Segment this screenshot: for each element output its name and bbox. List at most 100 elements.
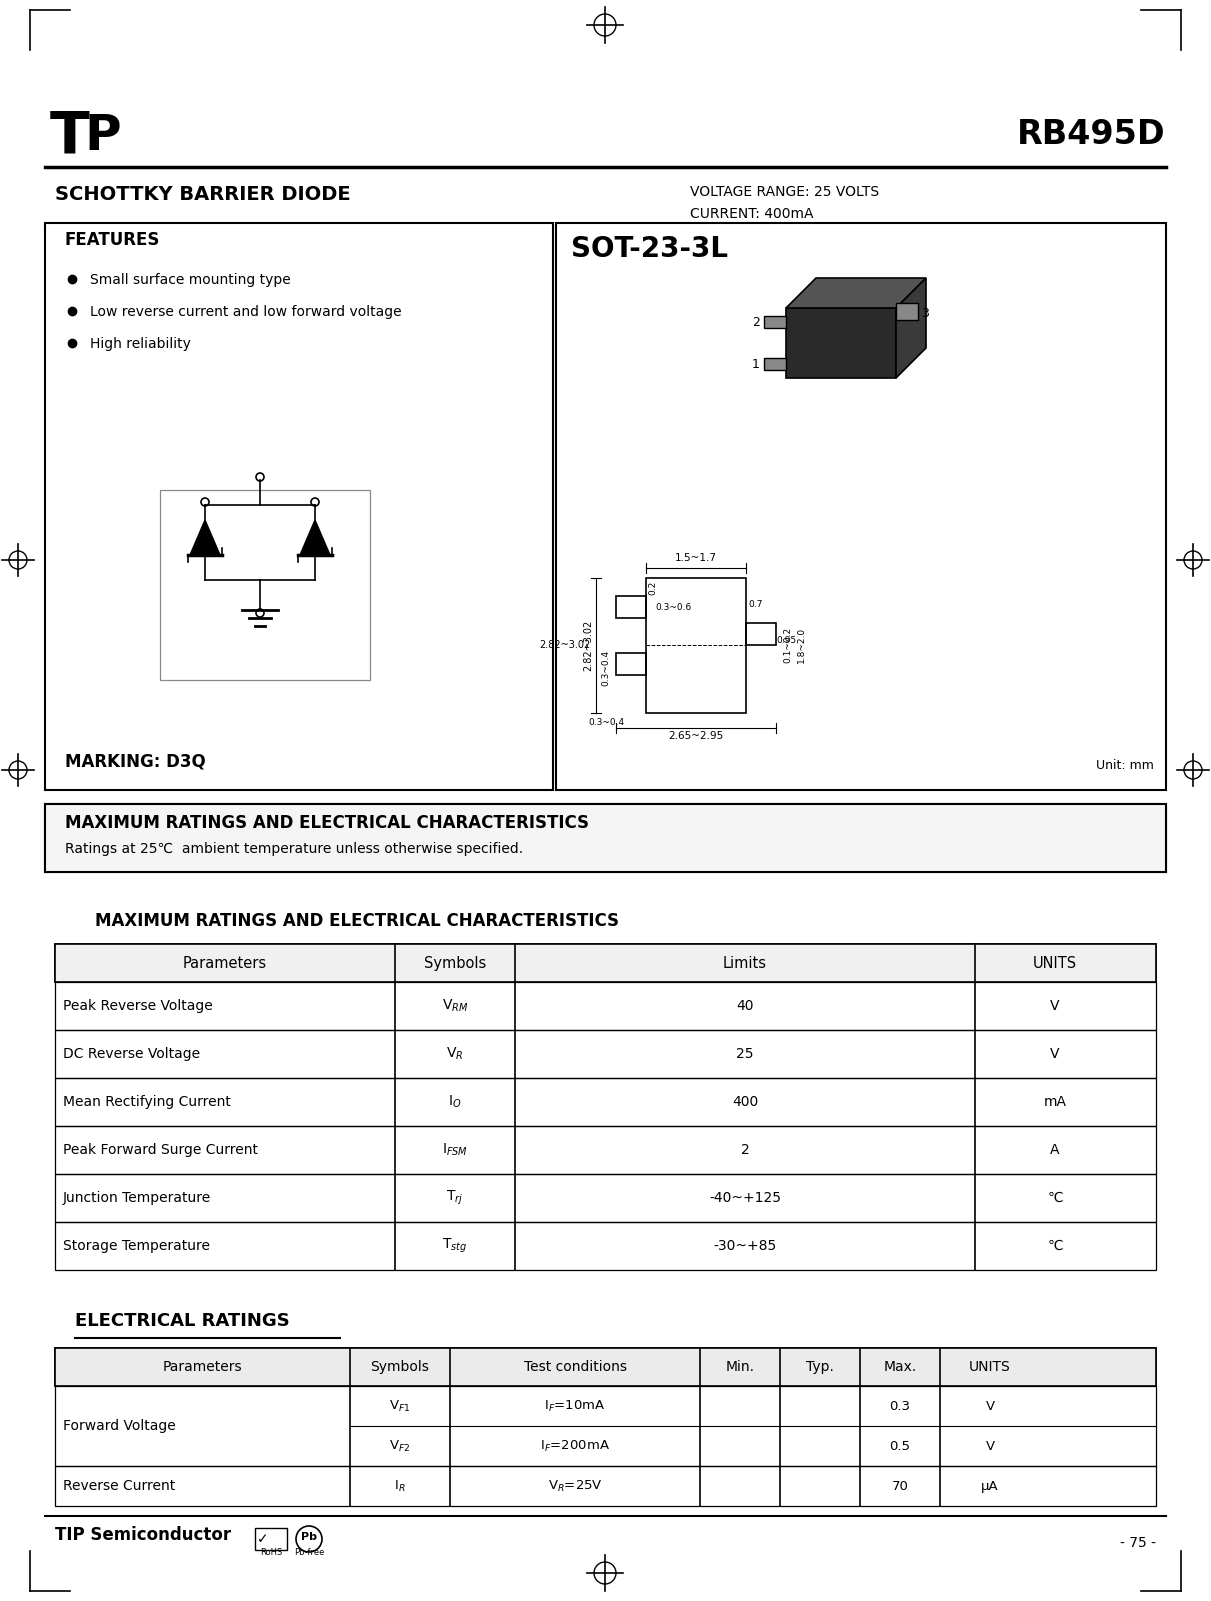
- Text: VOLTAGE RANGE: 25 VOLTS: VOLTAGE RANGE: 25 VOLTS: [690, 186, 879, 199]
- Text: V$_{R}$: V$_{R}$: [447, 1045, 464, 1061]
- Text: 1.5~1.7: 1.5~1.7: [675, 552, 717, 564]
- Polygon shape: [190, 520, 220, 556]
- Bar: [54, 1174, 1157, 1222]
- Bar: [54, 1348, 1157, 1386]
- Bar: [556, 223, 1166, 789]
- Text: Test conditions: Test conditions: [523, 1359, 626, 1374]
- Text: V: V: [1050, 999, 1060, 1013]
- Text: 0.3~0.4: 0.3~0.4: [587, 717, 624, 727]
- Text: UNITS: UNITS: [969, 1359, 1011, 1374]
- Text: RoHS: RoHS: [260, 1548, 282, 1558]
- Text: DC Reverse Voltage: DC Reverse Voltage: [63, 1047, 200, 1061]
- Text: SCHOTTKY BARRIER DIODE: SCHOTTKY BARRIER DIODE: [54, 186, 351, 203]
- Bar: [45, 223, 553, 789]
- Bar: [616, 653, 645, 676]
- Text: MARKING: D3Q: MARKING: D3Q: [65, 752, 206, 770]
- Text: 2.82~3.02: 2.82~3.02: [582, 620, 593, 671]
- Text: UNITS: UNITS: [1033, 956, 1077, 970]
- Text: 2: 2: [741, 1143, 750, 1158]
- Text: MAXIMUM RATINGS AND ELECTRICAL CHARACTERISTICS: MAXIMUM RATINGS AND ELECTRICAL CHARACTER…: [94, 913, 619, 930]
- Text: Small surface mounting type: Small surface mounting type: [90, 274, 291, 287]
- Text: Pb: Pb: [302, 1532, 317, 1542]
- Bar: [54, 1222, 1157, 1270]
- Text: 0.2: 0.2: [649, 581, 658, 596]
- Text: T$_{stg}$: T$_{stg}$: [442, 1238, 467, 1255]
- Text: Mean Rectifying Current: Mean Rectifying Current: [63, 1095, 231, 1109]
- Bar: [54, 945, 1157, 981]
- Bar: [54, 1077, 1157, 1126]
- Bar: [54, 1126, 1157, 1174]
- Text: 2.65~2.95: 2.65~2.95: [668, 732, 724, 741]
- Text: Unit: mm: Unit: mm: [1096, 759, 1154, 772]
- Bar: [45, 804, 1166, 873]
- Text: T$_{rj}$: T$_{rj}$: [447, 1190, 464, 1207]
- Text: mA: mA: [1044, 1095, 1067, 1109]
- Text: I$_{O}$: I$_{O}$: [448, 1093, 461, 1109]
- Text: A: A: [1050, 1143, 1060, 1158]
- Text: ℃: ℃: [1048, 1239, 1063, 1254]
- Bar: [896, 303, 918, 320]
- Text: P: P: [84, 112, 121, 160]
- Text: Storage Temperature: Storage Temperature: [63, 1239, 210, 1254]
- Text: Low reverse current and low forward voltage: Low reverse current and low forward volt…: [90, 306, 402, 319]
- Bar: [160, 490, 371, 680]
- Text: RB495D: RB495D: [1017, 118, 1166, 150]
- Text: Junction Temperature: Junction Temperature: [63, 1191, 211, 1206]
- Text: 0.1~0.2: 0.1~0.2: [784, 628, 792, 663]
- Polygon shape: [896, 279, 926, 378]
- Text: Peak Forward Surge Current: Peak Forward Surge Current: [63, 1143, 258, 1158]
- Text: 0.7: 0.7: [748, 600, 763, 608]
- Bar: [54, 1348, 1157, 1386]
- Text: Symbols: Symbols: [424, 956, 486, 970]
- Text: T: T: [50, 107, 90, 165]
- Text: 2.82~3.02: 2.82~3.02: [540, 640, 591, 650]
- Text: CURRENT: 400mA: CURRENT: 400mA: [690, 207, 814, 221]
- Text: FEATURES: FEATURES: [65, 231, 160, 250]
- Text: V$_{F2}$: V$_{F2}$: [389, 1438, 411, 1454]
- Polygon shape: [786, 279, 926, 307]
- Text: Peak Reverse Voltage: Peak Reverse Voltage: [63, 999, 213, 1013]
- Bar: [54, 1029, 1157, 1077]
- Text: Min.: Min.: [725, 1359, 754, 1374]
- Text: V$_{RM}$: V$_{RM}$: [442, 997, 469, 1013]
- Text: Reverse Current: Reverse Current: [63, 1479, 176, 1494]
- Polygon shape: [300, 520, 331, 556]
- Text: Symbols: Symbols: [371, 1359, 430, 1374]
- Text: Typ.: Typ.: [807, 1359, 834, 1374]
- Bar: [764, 315, 786, 328]
- Text: 3: 3: [922, 307, 929, 320]
- Text: I$_{R}$: I$_{R}$: [395, 1478, 406, 1494]
- Text: 70: 70: [891, 1479, 908, 1492]
- Text: Parameters: Parameters: [162, 1359, 242, 1374]
- Text: - 75 -: - 75 -: [1120, 1535, 1157, 1550]
- Text: -30~+85: -30~+85: [713, 1239, 776, 1254]
- Text: 0.3: 0.3: [890, 1399, 911, 1412]
- Text: V$_{F1}$: V$_{F1}$: [389, 1398, 411, 1414]
- Text: High reliability: High reliability: [90, 336, 191, 351]
- Text: Forward Voltage: Forward Voltage: [63, 1418, 176, 1433]
- Text: V$_{R}$=25V: V$_{R}$=25V: [547, 1478, 602, 1494]
- Text: I$_{F}$=200mA: I$_{F}$=200mA: [540, 1438, 610, 1454]
- Text: 2: 2: [752, 315, 761, 328]
- Text: ELECTRICAL RATINGS: ELECTRICAL RATINGS: [75, 1311, 289, 1330]
- Bar: [54, 1467, 1157, 1507]
- Bar: [45, 804, 1166, 873]
- Text: ✓: ✓: [257, 1532, 269, 1547]
- Text: 0.5: 0.5: [890, 1439, 911, 1452]
- Text: 400: 400: [731, 1095, 758, 1109]
- Text: Max.: Max.: [883, 1359, 917, 1374]
- Text: 25: 25: [736, 1047, 753, 1061]
- Bar: [746, 623, 776, 645]
- Text: Ratings at 25℃  ambient temperature unless otherwise specified.: Ratings at 25℃ ambient temperature unles…: [65, 842, 523, 857]
- Bar: [256, 1527, 287, 1550]
- Text: Parameters: Parameters: [183, 956, 268, 970]
- Text: I$_{F}$=10mA: I$_{F}$=10mA: [544, 1398, 606, 1414]
- Bar: [616, 596, 645, 618]
- Text: 1.8~2.0: 1.8~2.0: [797, 628, 805, 663]
- Text: V: V: [986, 1399, 994, 1412]
- Text: Limits: Limits: [723, 956, 767, 970]
- Polygon shape: [786, 307, 896, 378]
- Text: μA: μA: [981, 1479, 999, 1492]
- Text: 0.3~0.4: 0.3~0.4: [602, 650, 610, 687]
- Text: -40~+125: -40~+125: [708, 1191, 781, 1206]
